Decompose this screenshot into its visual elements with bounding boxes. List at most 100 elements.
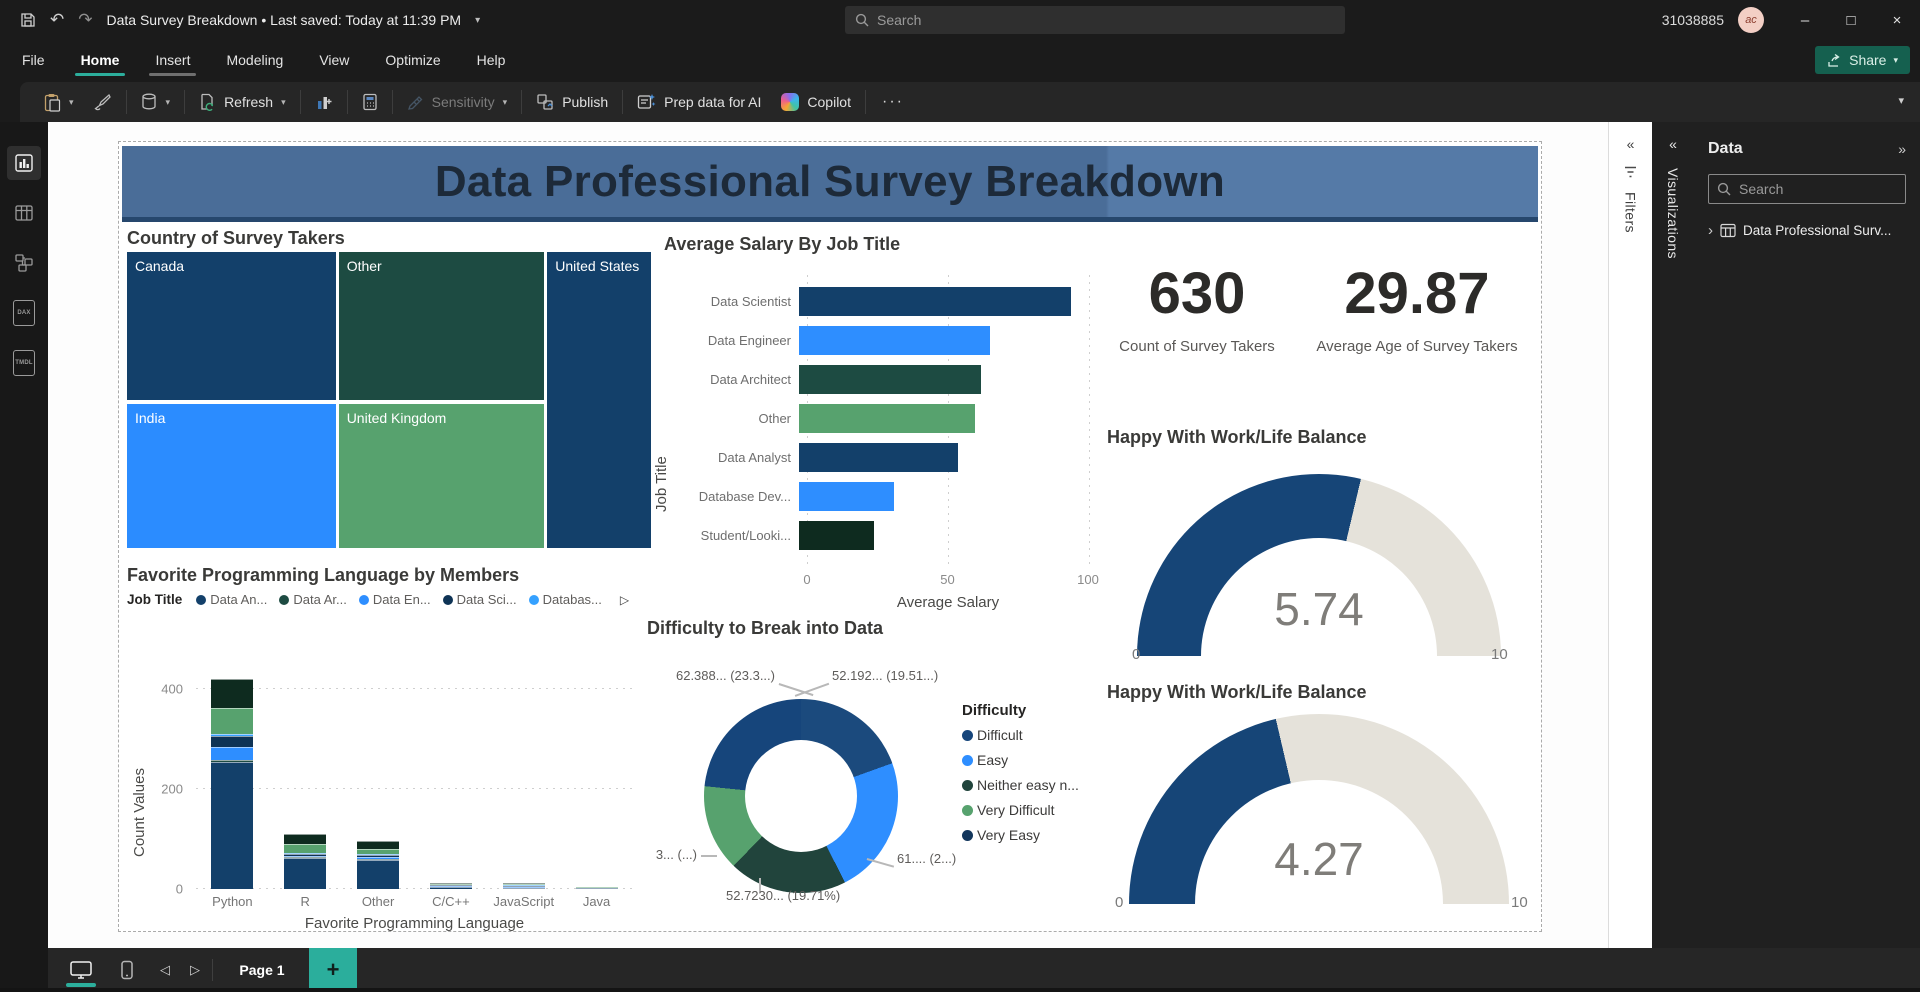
sidebar-model-view[interactable]	[7, 246, 41, 280]
format-painter-button[interactable]	[84, 93, 122, 111]
stacked-segment	[357, 854, 400, 855]
prep-data-ai-button[interactable]: Prep data for AI	[627, 93, 771, 111]
sidebar-table-view[interactable]	[7, 196, 41, 230]
page-tab[interactable]: Page 1	[215, 948, 309, 992]
stacked-segment	[284, 834, 327, 844]
stacked-column-other[interactable]	[357, 841, 400, 889]
age-card-value[interactable]: 29.87	[1344, 261, 1490, 326]
legend-next-icon[interactable]: ▷	[619, 592, 630, 607]
global-search[interactable]	[845, 6, 1345, 34]
visualizations-pane-label[interactable]: Visualizations	[1665, 168, 1681, 259]
ribbon-more-button[interactable]: ···	[882, 93, 904, 110]
stacked-legend-item-4[interactable]: Databas...	[528, 592, 602, 607]
add-page-button[interactable]: +	[309, 948, 357, 992]
sidebar-report-view[interactable]	[7, 146, 41, 180]
menu-file[interactable]: File	[22, 52, 45, 68]
stacked-column-python[interactable]	[211, 679, 254, 889]
stacked-legend-item-3[interactable]: Data Sci...	[442, 592, 517, 607]
treemap-visual[interactable]: Canada Other United States India United King…	[127, 252, 651, 548]
filters-pane-label[interactable]: Filters	[1622, 192, 1639, 233]
donut-legend-item-easy[interactable]: Easy	[962, 752, 1079, 768]
stacked-column-java[interactable]	[575, 887, 618, 889]
sidebar-tmdl-view[interactable]: TMDL	[7, 346, 41, 380]
new-visual-button[interactable]	[305, 93, 343, 111]
next-page-button[interactable]: ▷	[190, 962, 200, 977]
menu-help[interactable]: Help	[476, 52, 506, 68]
mobile-layout-button[interactable]	[104, 948, 150, 992]
menu-optimize[interactable]: Optimize	[385, 52, 441, 68]
treemap-tile-other[interactable]: Other	[338, 252, 545, 400]
salary-bar-3[interactable]	[799, 404, 976, 433]
donut-legend-item-difficult[interactable]: Difficult	[962, 727, 1079, 743]
treemap-tile-canada[interactable]: Canada	[127, 252, 336, 400]
donut-ring[interactable]	[704, 699, 898, 893]
share-button[interactable]: Share ▾	[1815, 46, 1910, 74]
previous-page-button[interactable]: ◁	[160, 962, 170, 977]
donut-chart-title: Difficulty to Break into Data	[647, 618, 884, 638]
refresh-button[interactable]: Refresh ▾	[189, 93, 296, 111]
gauge2-title: Happy With Work/Life Balance	[1107, 682, 1367, 702]
ribbon-collapse-icon[interactable]: ▾	[1898, 95, 1904, 107]
treemap-tile-united-kingdom[interactable]: United Kingdom	[338, 403, 545, 548]
undo-icon[interactable]: ↶	[50, 10, 65, 29]
report-page[interactable]: Data Professional Survey Breakdown Count…	[118, 141, 1542, 932]
global-search-input[interactable]	[877, 12, 1335, 28]
data-pane: Data » › Data Professional Surv...	[1694, 122, 1920, 948]
sidebar-dax-query-view[interactable]: DAX	[7, 296, 41, 330]
donut-legend-item-neither-easy-n-[interactable]: Neither easy n...	[962, 777, 1079, 793]
data-pane-search-input[interactable]	[1739, 181, 1897, 197]
close-button[interactable]: ×	[1892, 11, 1902, 29]
stacked-gridline	[196, 688, 633, 689]
visualizations-expand-icon[interactable]: «	[1669, 136, 1677, 152]
title-dropdown-icon[interactable]: ▾	[475, 14, 481, 26]
menu-home[interactable]: Home	[74, 40, 126, 80]
redo-icon[interactable]: ↷	[78, 10, 93, 29]
filters-pane-collapsed[interactable]: « Filters	[1608, 122, 1652, 948]
get-data-caret-icon: ▾	[165, 96, 171, 107]
salary-bar-track	[799, 482, 1088, 511]
salary-bar-6[interactable]	[799, 521, 875, 550]
salary-bar-5[interactable]	[799, 482, 895, 511]
salary-bar-0[interactable]	[799, 287, 1071, 316]
stacked-column-r[interactable]	[284, 834, 327, 889]
gauge1-min: 0	[1132, 646, 1141, 663]
chevron-right-icon[interactable]: ›	[1708, 222, 1713, 239]
salary-bar-4[interactable]	[799, 443, 958, 472]
get-data-button[interactable]: ▾	[131, 93, 181, 111]
stacked-legend-item-1[interactable]: Data Ar...	[279, 592, 347, 607]
stacked-column-c-c-[interactable]	[429, 883, 472, 889]
treemap-tile-united-states[interactable]: United States	[547, 252, 651, 548]
donut-legend-item-very-difficult[interactable]: Very Difficult	[962, 802, 1079, 818]
count-card-value[interactable]: 630	[1148, 261, 1246, 326]
salary-bar-2[interactable]	[799, 365, 982, 394]
copilot-button[interactable]: Copilot	[771, 93, 861, 111]
save-icon[interactable]	[20, 12, 36, 28]
data-table-item[interactable]: › Data Professional Surv...	[1708, 222, 1906, 239]
filters-expand-icon[interactable]: «	[1626, 136, 1635, 152]
stacked-legend-item-2[interactable]: Data En...	[358, 592, 431, 607]
stacked-chart-plot	[196, 677, 633, 889]
visualizations-pane-collapsed[interactable]: « Visualizations	[1652, 122, 1694, 948]
data-pane-search[interactable]	[1708, 174, 1906, 204]
publish-button[interactable]: Publish	[526, 93, 618, 111]
salary-category-label: Data Architect	[710, 372, 791, 387]
maximize-button[interactable]: □	[1846, 11, 1856, 29]
stacked-legend-item-0[interactable]: Data An...	[196, 592, 267, 607]
data-pane-collapse-icon[interactable]: »	[1898, 141, 1906, 157]
minimize-button[interactable]: –	[1800, 11, 1810, 29]
desktop-layout-button[interactable]	[58, 948, 104, 992]
treemap-tile-india[interactable]: India	[127, 403, 336, 548]
new-measure-button[interactable]	[352, 93, 388, 111]
legend-dot	[962, 754, 973, 766]
gauge1-visual[interactable]: 5.74	[1137, 474, 1501, 656]
avatar[interactable]: ac	[1738, 7, 1764, 33]
paste-button[interactable]: ▾	[34, 93, 84, 112]
menu-modeling[interactable]: Modeling	[226, 52, 284, 68]
stacked-column-javascript[interactable]	[502, 882, 545, 889]
menu-view[interactable]: View	[319, 52, 350, 68]
donut-legend-item-very-easy[interactable]: Very Easy	[962, 827, 1079, 843]
gauge2-visual[interactable]: 4.27	[1129, 714, 1509, 904]
donut-legend: Difficulty Difficult Easy Neither easy n..…	[962, 702, 1079, 852]
menu-insert[interactable]: Insert	[149, 40, 197, 80]
salary-bar-1[interactable]	[799, 326, 990, 355]
